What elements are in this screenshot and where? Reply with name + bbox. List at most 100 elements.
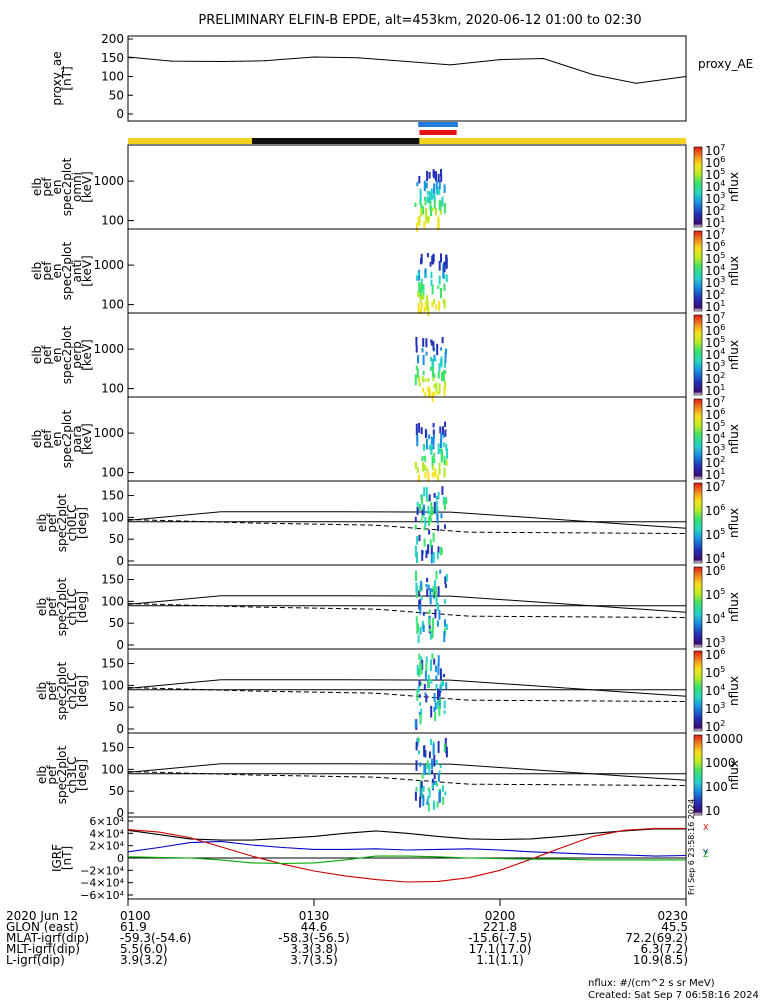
spectrogram-pixel	[427, 472, 430, 483]
spectrogram-pixel	[442, 298, 445, 304]
spectrogram-pixel	[424, 304, 427, 310]
spectrogram-pixel	[443, 299, 446, 309]
series-legend-proxy-ae: proxy_AE	[698, 57, 753, 71]
spectrogram-pixel	[419, 780, 422, 786]
colorbar-tick-label: 105	[705, 527, 725, 542]
science-zone-bar-blue	[418, 122, 458, 127]
spectrogram-pixel	[424, 464, 426, 471]
spectrogram-pixel	[426, 253, 429, 258]
spectrogram-pixel	[417, 474, 420, 483]
colorbar-tick-label: 101	[705, 299, 725, 314]
spectrogram-pixel	[425, 656, 428, 663]
colorbar-tick-label: 10000	[705, 732, 743, 746]
spectrogram-pixel	[438, 609, 441, 620]
colorbar-tick-label: 103	[705, 635, 725, 650]
x-row-value: 44.6	[301, 920, 328, 934]
spectrogram-pixel	[431, 626, 434, 639]
colorbar-tick-label: 106	[705, 407, 725, 422]
spectrogram-pixel	[418, 653, 421, 660]
spectrogram-pixel	[435, 760, 438, 766]
panel-frame	[127, 312, 687, 398]
spectrogram-pixel	[419, 307, 422, 314]
spectrogram-pixel	[423, 538, 426, 547]
spectrogram-pixel	[445, 459, 448, 466]
spectrogram-pixel	[436, 801, 439, 808]
spectrogram-pixel	[437, 741, 440, 753]
spectrogram-pixel	[442, 263, 445, 271]
y-label-line: spec2plot	[60, 157, 74, 216]
series-line-Bz	[127, 827, 686, 883]
colorbar	[693, 566, 703, 648]
colorbar-tick-label: 103	[705, 701, 725, 716]
spectrogram-pixel	[417, 375, 420, 383]
spectrogram-pixel	[444, 737, 447, 750]
spectrogram-pixel	[436, 391, 439, 395]
spectrogram-pixel	[429, 598, 432, 605]
y-tick-label: 0	[116, 722, 124, 736]
y-tick-label: 50	[109, 616, 124, 630]
spectrogram-pixel	[424, 670, 427, 682]
spectrogram-pixel	[445, 274, 448, 283]
spectrogram-pixel	[434, 702, 437, 710]
proxy-ae-point	[635, 82, 638, 84]
spectrogram-pixel	[424, 197, 427, 206]
spectrogram-pixel	[415, 786, 418, 792]
spectrogram-pixel	[415, 345, 418, 353]
spectrogram-pixel	[442, 442, 445, 448]
y-tick-label: −6×10⁴	[80, 889, 124, 902]
y-tick-label: 1000	[93, 342, 124, 356]
side-note: Fri Sep 6 23:58:16 2024	[687, 799, 696, 895]
spectrogram-pixel	[440, 513, 443, 519]
spectrogram-pixel	[438, 188, 441, 195]
spectrogram-pixel	[443, 283, 446, 291]
x-row-value: 0130	[299, 909, 330, 923]
y-label-line: en	[50, 432, 64, 447]
spectrogram-pixel	[423, 525, 426, 531]
spectrogram-pixel	[430, 588, 433, 592]
spectrogram-pixel	[433, 780, 436, 786]
spectrogram-pixel	[422, 370, 425, 376]
y-label-line: [deg]	[75, 759, 89, 791]
spectrogram-pixel	[433, 198, 436, 209]
spectrogram-pixel	[432, 437, 435, 450]
spectrogram-pixel	[424, 471, 427, 478]
colorbar-tick-label: 10	[705, 804, 720, 818]
y-tick-label: −4×10⁴	[80, 877, 124, 890]
x-row-value: 0200	[485, 909, 516, 923]
spectrogram-pixel	[421, 376, 424, 383]
y-axis-label: IGRF[nT]	[50, 844, 74, 872]
spectrogram-pixel	[445, 499, 448, 504]
spectrogram-pixel	[420, 283, 422, 294]
spectrogram-pixel	[442, 268, 445, 279]
spectrogram-pixel	[425, 487, 428, 499]
spectrogram-pixel	[440, 548, 443, 554]
spectrogram-pixel	[443, 673, 446, 678]
spectrogram-pixel	[438, 275, 441, 285]
x-row-value: 3.9(3.2)	[120, 953, 168, 967]
spectrogram-pixel	[424, 392, 427, 397]
colorbar-tick-label: 1000	[705, 756, 736, 770]
spectrogram-pixel	[422, 785, 425, 792]
spectrogram-pixel	[434, 609, 437, 619]
colorbar-label: nflux	[727, 760, 741, 790]
spectrogram-pixel	[421, 456, 424, 460]
colorbar-tick-label: 103	[705, 359, 725, 374]
spectrogram-pixel	[442, 496, 445, 505]
y-tick-label: 0	[116, 554, 124, 568]
spectrogram-pixel	[415, 588, 418, 598]
colorbar-tick-label: 106	[705, 503, 725, 518]
colorbar-label: nflux	[727, 172, 741, 202]
spectrogram-pixel	[438, 363, 441, 372]
proxy-ae-point	[499, 59, 501, 61]
spectrogram-pixel	[430, 205, 432, 217]
y-tick-label: −2×10⁴	[80, 864, 124, 877]
spectrogram-pixel	[424, 692, 427, 696]
colorbar-tick-label: 105	[705, 335, 725, 350]
x-row-value: 0230	[657, 909, 688, 923]
x-row-label: MLAT-igrf(dip)	[6, 931, 89, 945]
spectrogram-pixel	[431, 455, 434, 468]
